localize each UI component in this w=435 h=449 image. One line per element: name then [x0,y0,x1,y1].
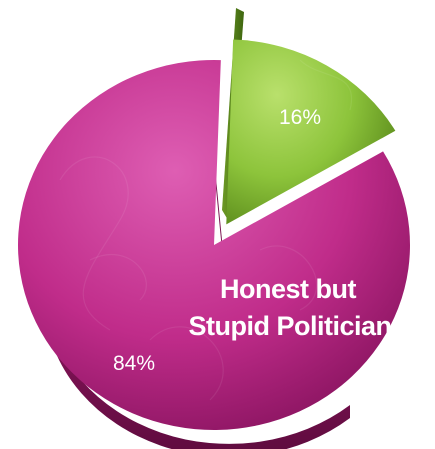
annotation-line-1: Honest but [220,274,356,304]
texture [59,59,353,401]
slices-group [17,39,410,430]
slice-84-side [45,300,350,449]
annotation-line-2: Stupid Politician [188,311,391,341]
pie-slice-84 [17,60,410,430]
slice-16-label: 16% [279,106,321,129]
pie-slice-16 [226,39,396,225]
slice-84-label: 84% [113,352,155,375]
